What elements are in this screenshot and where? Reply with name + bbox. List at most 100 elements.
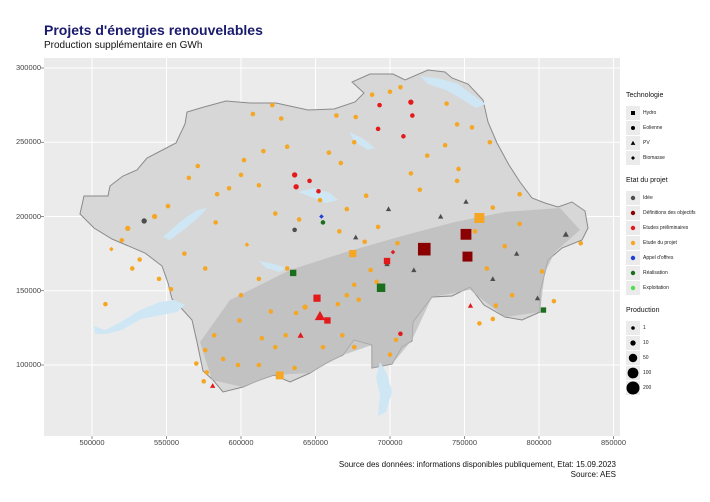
legend-label: 1 [643, 324, 646, 331]
project-point [578, 240, 584, 246]
x-tick-label: 500000 [79, 438, 105, 447]
project-point [363, 193, 369, 199]
project-point [292, 227, 297, 233]
project-point [484, 266, 490, 271]
project-point [268, 309, 274, 314]
project-point [408, 171, 414, 176]
project-point [517, 191, 522, 197]
project-point [540, 307, 547, 313]
legend-key [626, 235, 640, 250]
project-point [502, 243, 508, 249]
legend-production-item: 200 [626, 380, 710, 395]
legend-label: 200 [643, 384, 652, 391]
project-point [250, 111, 256, 117]
legend-production-item: 50 [626, 350, 710, 365]
project-point [256, 276, 262, 282]
project-point [490, 276, 496, 281]
project-point [220, 356, 226, 362]
project-point [351, 139, 357, 145]
legend-key [626, 135, 640, 150]
legend-key-glyph [626, 265, 640, 280]
project-point [283, 333, 288, 338]
project-point [334, 113, 339, 118]
project-point [238, 172, 244, 178]
project-point [353, 234, 359, 240]
legend-key [626, 150, 640, 165]
project-point [238, 292, 244, 298]
project-point [509, 292, 515, 298]
legend-production-item: 10 [626, 335, 710, 350]
legend-status-item: Etude du projet [626, 235, 710, 250]
legend-key-glyph [626, 350, 640, 365]
legend-key-glyph [626, 190, 640, 205]
y-tick-label: 100000 [15, 360, 41, 369]
project-point [182, 251, 187, 256]
project-point [307, 178, 312, 184]
project-point [463, 199, 469, 204]
legend-key [626, 265, 640, 280]
project-point [302, 304, 308, 310]
project-point [398, 85, 403, 90]
caption-source: Source des données: informations disponi… [338, 460, 616, 469]
legend-key-mark [631, 110, 635, 115]
legend-key-mark [631, 325, 635, 330]
legend-status-item: Exploitation [626, 280, 710, 295]
lake-lucerne [298, 188, 338, 203]
legend-key-mark [630, 285, 636, 290]
project-point [109, 246, 114, 252]
project-point [156, 276, 162, 282]
project-point [551, 298, 557, 304]
project-point [539, 269, 545, 274]
project-point [202, 347, 208, 353]
project-point [204, 370, 210, 375]
legend-technology-item: PV [626, 135, 710, 150]
legend-key-glyph [626, 205, 640, 220]
project-point [125, 225, 131, 232]
project-point [340, 333, 345, 338]
project-point [326, 150, 332, 155]
legend-production-item: 1 [626, 320, 710, 335]
map-subtitle: Production supplémentaire en GWh [44, 40, 203, 51]
project-point [151, 213, 158, 220]
legend-key-glyph [626, 120, 640, 135]
legend-key-mark [630, 195, 636, 200]
legend-production-items: 1 10 50 100 200 [626, 320, 710, 395]
x-tick-label: 800000 [526, 438, 552, 447]
legend-technology-items: Hydro Eolienne PV Biomasse [626, 105, 710, 165]
project-point [293, 184, 299, 190]
project-point [296, 217, 302, 222]
project-point [387, 352, 393, 357]
project-point [344, 292, 350, 298]
legend-status-item: Réalisation [626, 265, 710, 280]
project-point [374, 279, 379, 285]
lake-thun [259, 261, 286, 272]
project-point [284, 266, 290, 271]
project-point [387, 89, 393, 95]
project-point [390, 249, 396, 255]
project-point [362, 239, 367, 245]
x-tick-label: 600000 [228, 438, 254, 447]
x-tick-label: 650000 [302, 438, 329, 447]
legend-key [626, 205, 640, 220]
legend: Technologie Hydro Eolienne PV Biomasse Etat… [626, 92, 710, 407]
project-point [534, 295, 541, 301]
project-point [226, 185, 232, 191]
project-point [375, 126, 381, 132]
legend-label: Hydro [643, 109, 657, 116]
legend-technology-item: Biomasse [626, 150, 710, 165]
project-point [210, 383, 216, 388]
legend-technology-item: Hydro [626, 105, 710, 120]
project-point [385, 206, 392, 212]
legend-key-mark [630, 210, 636, 215]
project-point [324, 317, 331, 324]
caption-author: Source: AES [570, 470, 616, 479]
project-point [259, 335, 265, 341]
project-point [353, 114, 359, 120]
legend-key-mark [630, 255, 636, 260]
legend-production: Production 1 10 50 100 200 [626, 307, 710, 395]
project-point [442, 142, 448, 148]
legend-key-glyph [626, 335, 640, 350]
legend-key [626, 350, 640, 365]
project-point [377, 102, 382, 108]
legend-status: Etat du projet Idée Définitions des objec… [626, 177, 710, 295]
